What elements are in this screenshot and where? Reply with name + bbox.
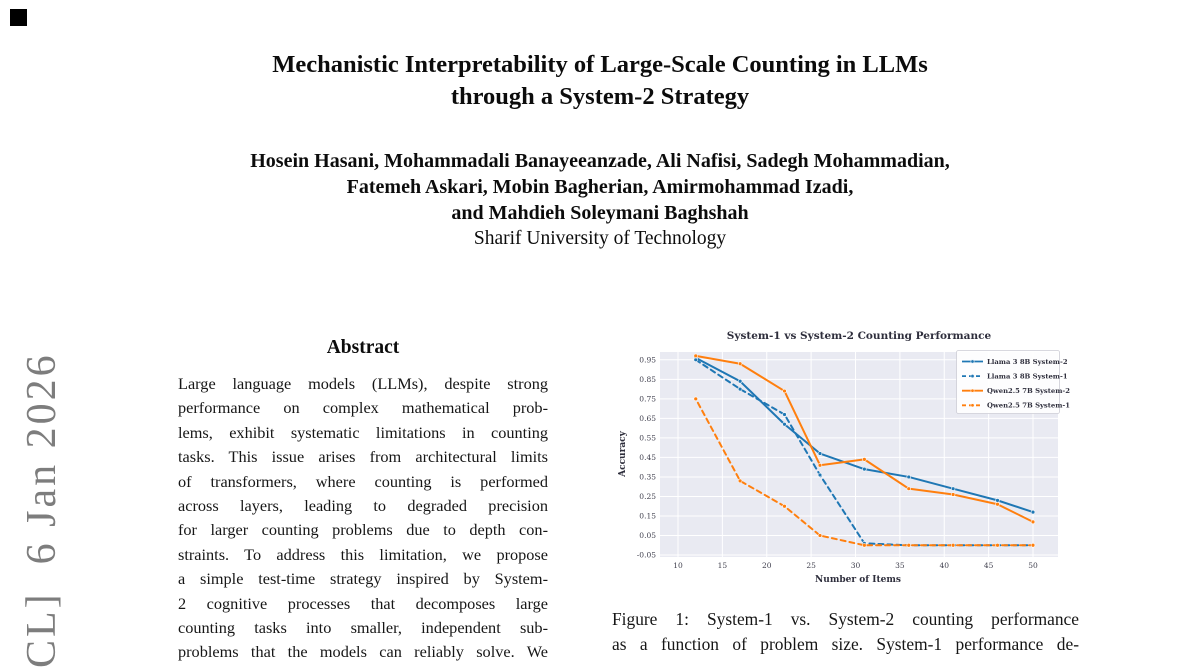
figure-caption-line2: as a function of problem size. System-1 … [612,634,1079,654]
data-marker [906,486,911,491]
y-tick-label: 0.05 [639,531,656,540]
y-tick-label: 0.45 [639,453,656,462]
legend-marker [970,388,975,393]
x-tick-label: 25 [806,561,816,570]
figure-caption-line1: Figure 1: System-1 vs. System-2 counting… [612,609,1079,629]
x-tick-label: 50 [1028,561,1038,570]
figure1-chart: 10 15 20 25 30 35 40 45 50 -0.05 0.05 0.15 0.25 0.35 0… [618,330,1070,585]
chart-title: System-1 vs System-2 Counting Performanc… [727,330,992,342]
abstract-line: counting tasks into smaller, independent… [178,617,548,637]
abstract-line: lems, exhibit systematic limitations in … [178,422,548,442]
data-marker [1030,543,1036,548]
data-marker [862,466,867,472]
data-marker [817,472,823,478]
figure-caption: Figure 1: System-1 vs. System-2 counting… [612,607,1079,657]
data-marker [737,379,743,384]
abstract-body: Large language models (LLMs), despite st… [178,372,548,665]
legend-label: Qwen2.5 7B System-2 [987,387,1070,395]
data-marker [737,478,743,484]
arxiv-banner: CL] 6 Jan 2026 [19,352,65,668]
data-marker [950,543,956,548]
data-marker [995,498,1000,503]
data-marker [782,412,787,417]
data-marker [782,388,787,394]
abstract-line: a simple test-time strategy inspired by … [178,569,548,589]
figure1: 10 15 20 25 30 35 40 45 50 -0.05 0.05 0.15 0.25 0.35 0… [612,320,1072,598]
legend-label: Llama 3 8B System-2 [987,358,1068,366]
corner-marker [10,9,27,26]
x-tick-label: 15 [718,561,728,570]
abstract-line: problems that the models can reliably so… [178,642,548,662]
x-tick-label: 20 [762,561,772,570]
abstract-line: performance on complex mathematical prob… [178,398,548,418]
data-marker [817,451,823,456]
x-tick-label: 10 [673,561,683,570]
y-axis-label: Accuracy [618,430,628,478]
data-marker [693,353,698,359]
x-tick-label: 30 [851,561,861,570]
y-tick-label: 0.55 [639,433,656,442]
data-marker [1030,509,1036,515]
data-marker [782,422,787,427]
data-marker [950,486,956,491]
abstract-line: 2 cognitive processes that decomposes la… [178,593,548,613]
legend-marker [970,403,975,408]
data-marker [950,492,956,497]
data-marker [906,474,911,480]
legend-marker [970,359,975,364]
abstract-heading: Abstract [326,337,400,358]
authors-line3: and Mahdieh Soleymani Baghshah [451,202,749,224]
y-tick-label: 0.95 [639,355,656,364]
legend-box [956,350,1060,414]
legend-label: Qwen2.5 7B System-1 [987,402,1070,410]
x-axis-label: Number of Items [815,575,901,585]
data-marker [1030,519,1036,525]
data-marker [693,396,698,402]
paper-title-line1: Mechanistic Interpretability of Large-Sc… [272,51,928,78]
data-marker [737,361,743,366]
data-marker [737,386,743,392]
y-tick-label: -0.05 [637,551,656,560]
abstract-line: for larger counting problems due to dept… [178,520,548,540]
y-tick-label: 0.65 [639,414,656,423]
abstract-line: of transformers, where counting is perfo… [178,471,548,491]
y-tick-label: 0.35 [639,472,656,481]
data-marker [862,457,867,462]
x-tick-label: 40 [939,561,949,570]
data-marker [862,543,867,548]
data-marker [693,357,698,363]
affiliation: Sharif University of Technology [473,228,727,249]
data-marker [782,504,787,509]
authors-line2: Fatemeh Askari, Mobin Bagherian, Amirmoh… [346,176,854,198]
y-tick-label: 0.85 [639,375,656,384]
legend-label: Llama 3 8B System-1 [987,372,1068,380]
data-marker [995,543,1000,548]
x-tick-label: 35 [895,561,905,570]
data-marker [817,463,823,468]
authors-line1: Hosein Hasani, Mohammadali Banayeeanzade… [250,150,950,172]
abstract-line: Large language models (LLMs), despite st… [178,374,548,393]
x-tick-label: 45 [984,561,994,570]
legend-marker [970,374,975,379]
data-marker [817,533,823,538]
paper-page: { "banner": { "text": "CL] 6 Jan 2026" }… [0,9,1200,668]
abstract-line: tasks. This issue arises from architectu… [178,447,548,467]
data-marker [906,543,911,548]
abstract-line: straints. To address this limitation, we… [178,544,548,564]
abstract-line: across layers, leading to degraded preci… [178,495,548,515]
paper-title-line2: through a System-2 Strategy [450,83,750,110]
paper-title: Mechanistic Interpretability of Large-Sc… [0,49,1200,113]
data-marker [995,502,1000,507]
y-tick-label: 0.15 [639,512,656,521]
author-block: Hosein Hasani, Mohammadali Banayeeanzade… [0,148,1200,252]
y-tick-label: 0.25 [639,492,656,501]
y-tick-label: 0.75 [639,394,656,403]
